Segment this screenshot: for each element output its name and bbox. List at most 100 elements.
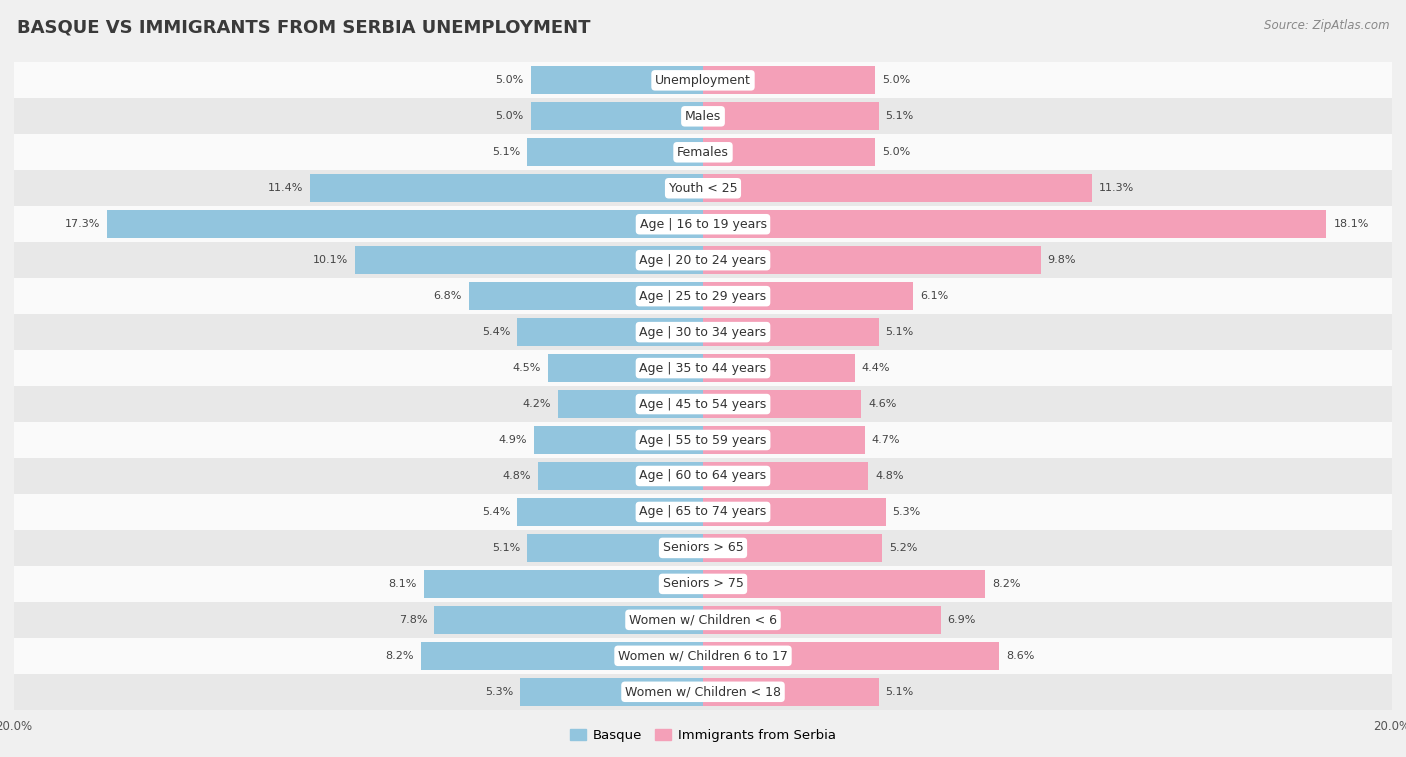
Bar [703, 390, 862, 418]
Text: 18.1%: 18.1% [1333, 220, 1369, 229]
Text: 4.9%: 4.9% [499, 435, 527, 445]
Text: Seniors > 75: Seniors > 75 [662, 578, 744, 590]
Bar [703, 642, 1000, 670]
Text: 5.0%: 5.0% [496, 111, 524, 121]
Bar [14, 314, 1392, 350]
Bar [531, 102, 703, 130]
Text: 4.2%: 4.2% [523, 399, 551, 409]
Bar [311, 174, 703, 202]
Bar [14, 638, 1392, 674]
Text: 4.5%: 4.5% [513, 363, 541, 373]
Bar [534, 426, 703, 454]
Bar [14, 134, 1392, 170]
Bar [703, 102, 879, 130]
Text: 5.1%: 5.1% [886, 327, 914, 337]
Bar [420, 642, 703, 670]
Bar [703, 246, 1040, 274]
Text: 5.1%: 5.1% [886, 111, 914, 121]
Text: 10.1%: 10.1% [314, 255, 349, 265]
Bar [703, 318, 879, 346]
Bar [703, 606, 941, 634]
Bar [14, 242, 1392, 278]
Bar [14, 674, 1392, 710]
Text: Females: Females [678, 146, 728, 159]
Bar [703, 426, 865, 454]
Text: Age | 45 to 54 years: Age | 45 to 54 years [640, 397, 766, 410]
Text: 8.6%: 8.6% [1007, 651, 1035, 661]
Bar [527, 139, 703, 167]
Text: Seniors > 65: Seniors > 65 [662, 541, 744, 554]
Text: Age | 20 to 24 years: Age | 20 to 24 years [640, 254, 766, 266]
Bar [14, 530, 1392, 566]
Text: 6.8%: 6.8% [433, 291, 461, 301]
Text: 5.1%: 5.1% [492, 543, 520, 553]
Text: 5.0%: 5.0% [882, 76, 910, 86]
Text: 8.1%: 8.1% [388, 579, 418, 589]
Bar [107, 210, 703, 238]
Bar [703, 282, 912, 310]
Bar [14, 98, 1392, 134]
Text: 8.2%: 8.2% [385, 651, 413, 661]
Bar [703, 139, 875, 167]
Text: 5.4%: 5.4% [482, 327, 510, 337]
Bar [517, 498, 703, 526]
Bar [14, 566, 1392, 602]
Text: 4.4%: 4.4% [862, 363, 890, 373]
Bar [14, 422, 1392, 458]
Bar [703, 67, 875, 95]
Bar [14, 602, 1392, 638]
Text: 5.3%: 5.3% [893, 507, 921, 517]
Text: 11.3%: 11.3% [1099, 183, 1135, 193]
Text: Source: ZipAtlas.com: Source: ZipAtlas.com [1264, 19, 1389, 32]
Text: Women w/ Children < 6: Women w/ Children < 6 [628, 613, 778, 626]
Bar [527, 534, 703, 562]
Bar [558, 390, 703, 418]
Text: 5.2%: 5.2% [889, 543, 917, 553]
Bar [548, 354, 703, 382]
Text: 9.8%: 9.8% [1047, 255, 1076, 265]
Text: Age | 25 to 29 years: Age | 25 to 29 years [640, 290, 766, 303]
Text: Unemployment: Unemployment [655, 74, 751, 87]
Bar [425, 570, 703, 598]
Bar [703, 210, 1326, 238]
Bar [14, 350, 1392, 386]
Bar [703, 462, 869, 490]
Text: Youth < 25: Youth < 25 [669, 182, 737, 195]
Bar [520, 678, 703, 706]
Text: 5.1%: 5.1% [886, 687, 914, 696]
Bar [14, 458, 1392, 494]
Bar [14, 170, 1392, 206]
Text: 5.0%: 5.0% [882, 148, 910, 157]
Bar [14, 386, 1392, 422]
Text: 4.7%: 4.7% [872, 435, 900, 445]
Text: 8.2%: 8.2% [993, 579, 1021, 589]
Bar [434, 606, 703, 634]
Text: 4.6%: 4.6% [869, 399, 897, 409]
Bar [517, 318, 703, 346]
Text: Age | 16 to 19 years: Age | 16 to 19 years [640, 218, 766, 231]
Bar [14, 62, 1392, 98]
Text: 4.8%: 4.8% [502, 471, 531, 481]
Bar [531, 67, 703, 95]
Text: 7.8%: 7.8% [399, 615, 427, 625]
Bar [537, 462, 703, 490]
Text: 5.1%: 5.1% [492, 148, 520, 157]
Text: 6.1%: 6.1% [920, 291, 948, 301]
Text: BASQUE VS IMMIGRANTS FROM SERBIA UNEMPLOYMENT: BASQUE VS IMMIGRANTS FROM SERBIA UNEMPLO… [17, 19, 591, 37]
Text: 11.4%: 11.4% [269, 183, 304, 193]
Bar [703, 498, 886, 526]
Text: Age | 60 to 64 years: Age | 60 to 64 years [640, 469, 766, 482]
Bar [703, 570, 986, 598]
Bar [703, 534, 882, 562]
Bar [468, 282, 703, 310]
Bar [14, 206, 1392, 242]
Bar [703, 354, 855, 382]
Text: Age | 35 to 44 years: Age | 35 to 44 years [640, 362, 766, 375]
Legend: Basque, Immigrants from Serbia: Basque, Immigrants from Serbia [565, 724, 841, 747]
Text: Age | 55 to 59 years: Age | 55 to 59 years [640, 434, 766, 447]
Text: Males: Males [685, 110, 721, 123]
Text: Women w/ Children < 18: Women w/ Children < 18 [626, 685, 780, 698]
Text: Women w/ Children 6 to 17: Women w/ Children 6 to 17 [619, 650, 787, 662]
Text: 17.3%: 17.3% [65, 220, 100, 229]
Text: 5.0%: 5.0% [496, 76, 524, 86]
